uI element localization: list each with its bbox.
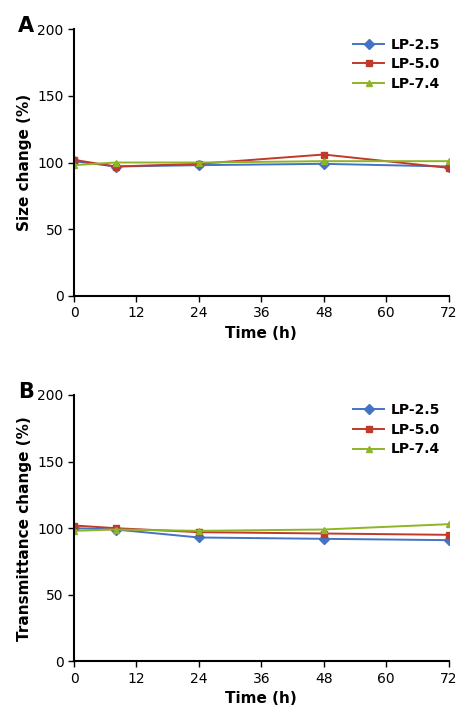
LP-2.5 [71,524,77,533]
LP-7.4 [113,158,118,167]
LP-2.5 [113,162,118,171]
LP-7.4 [446,157,451,166]
LP-2.5 [71,157,77,166]
LP-5.0 [113,162,118,171]
LP-5.0 [113,524,118,533]
LP-2.5 [321,534,327,543]
LP-7.4 [113,525,118,534]
LP-5.0 [321,529,327,538]
Line: LP-5.0: LP-5.0 [71,522,452,539]
LP-7.4 [321,525,327,534]
LP-7.4 [196,158,202,167]
LP-5.0 [196,528,202,536]
LP-5.0 [446,163,451,172]
LP-7.4 [196,526,202,535]
LP-5.0 [446,531,451,539]
LP-2.5 [196,161,202,169]
Line: LP-2.5: LP-2.5 [71,158,452,170]
Line: LP-2.5: LP-2.5 [71,525,452,544]
Y-axis label: Transmittance change (%): Transmittance change (%) [17,416,32,641]
Line: LP-7.4: LP-7.4 [71,521,452,534]
LP-2.5 [446,162,451,171]
LP-2.5 [113,525,118,534]
Y-axis label: Size change (%): Size change (%) [17,94,32,231]
Legend: LP-2.5, LP-5.0, LP-7.4: LP-2.5, LP-5.0, LP-7.4 [348,398,446,462]
Legend: LP-2.5, LP-5.0, LP-7.4: LP-2.5, LP-5.0, LP-7.4 [348,32,446,96]
Text: A: A [18,16,34,36]
Line: LP-5.0: LP-5.0 [71,151,452,171]
LP-5.0 [71,521,77,530]
X-axis label: Time (h): Time (h) [226,325,297,341]
LP-5.0 [196,160,202,168]
LP-7.4 [71,526,77,535]
LP-7.4 [321,157,327,166]
LP-5.0 [321,150,327,159]
LP-2.5 [446,536,451,544]
LP-7.4 [446,520,451,529]
LP-7.4 [71,161,77,169]
LP-5.0 [71,155,77,164]
LP-2.5 [321,160,327,168]
Text: B: B [18,382,34,402]
LP-2.5 [196,533,202,542]
Line: LP-7.4: LP-7.4 [71,158,452,168]
X-axis label: Time (h): Time (h) [226,691,297,706]
